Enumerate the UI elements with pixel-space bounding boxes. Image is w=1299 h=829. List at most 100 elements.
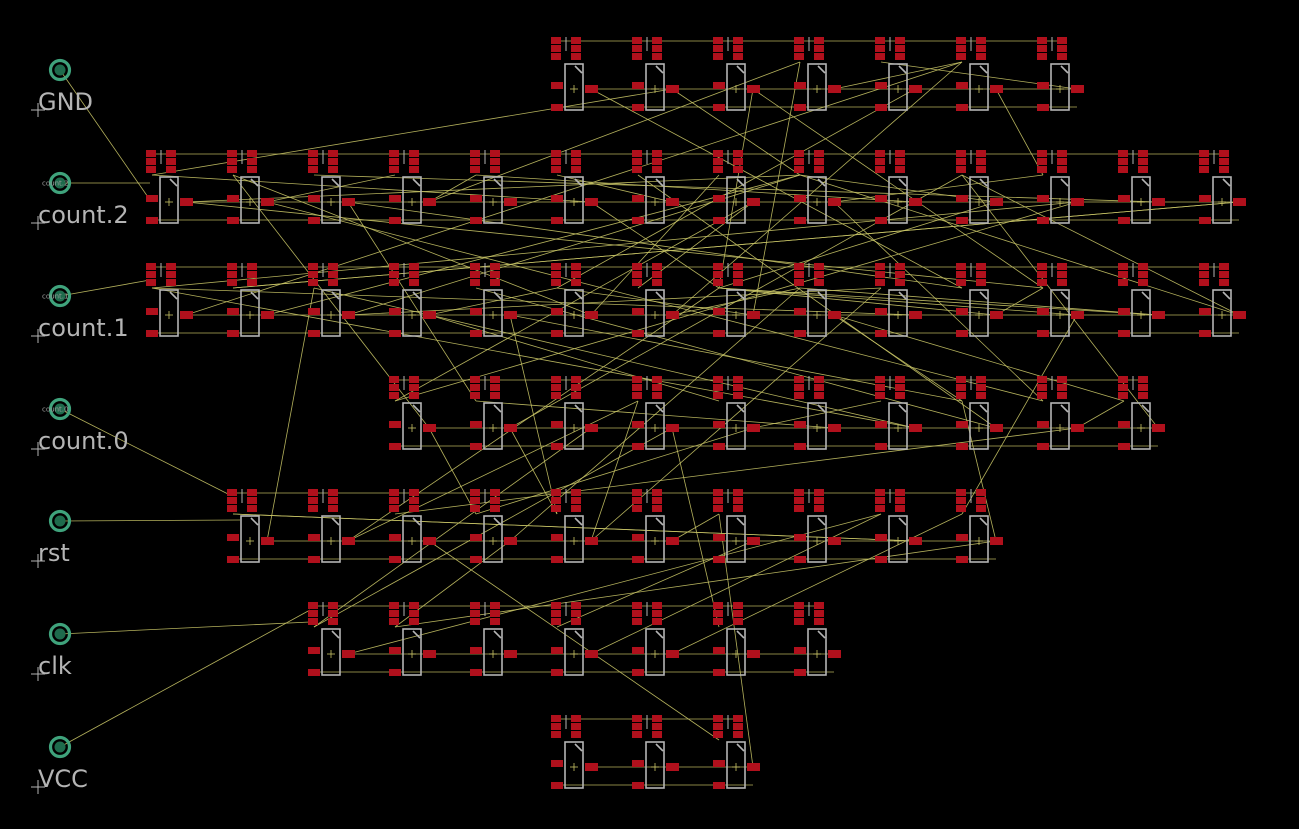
smd-pad xyxy=(713,392,723,399)
cell-footprint[interactable] xyxy=(713,376,760,450)
cell-footprint[interactable] xyxy=(794,602,841,676)
pin1-marker xyxy=(817,291,826,300)
cell-footprint[interactable] xyxy=(389,263,436,337)
smd-pad xyxy=(261,311,274,319)
component-outline xyxy=(1131,289,1151,337)
cell-footprint[interactable] xyxy=(632,489,679,563)
cell-footprint[interactable] xyxy=(308,489,355,563)
cell-footprint[interactable] xyxy=(1199,150,1246,224)
cell-footprint[interactable] xyxy=(713,715,760,789)
cell-footprint[interactable] xyxy=(551,150,598,224)
cell-footprint[interactable] xyxy=(794,376,841,450)
cell-footprint[interactable] xyxy=(551,263,598,337)
airwire xyxy=(151,287,916,429)
cell-footprint[interactable] xyxy=(308,602,355,676)
cell-footprint[interactable] xyxy=(713,263,760,337)
cell-footprint[interactable] xyxy=(875,37,922,111)
cell-footprint[interactable] xyxy=(956,489,1003,563)
cell-footprint[interactable] xyxy=(794,489,841,563)
pin-count2[interactable]: count.2 count.2 xyxy=(38,171,129,230)
cell-footprint[interactable] xyxy=(632,263,679,337)
cell-footprint[interactable] xyxy=(470,489,517,563)
cell-footprint[interactable] xyxy=(308,150,355,224)
cell-footprint[interactable] xyxy=(632,602,679,676)
cell-footprint[interactable] xyxy=(632,715,679,789)
cell-footprint[interactable] xyxy=(1118,376,1165,450)
cell-footprint[interactable] xyxy=(551,37,598,111)
component-outline xyxy=(807,289,827,337)
smd-pad xyxy=(146,195,158,202)
cell-footprint[interactable] xyxy=(551,602,598,676)
cell-footprint[interactable] xyxy=(1037,376,1084,450)
cell-footprint[interactable] xyxy=(146,150,193,224)
smd-pad xyxy=(551,647,563,654)
cell-footprint[interactable] xyxy=(227,489,274,563)
cell-footprint[interactable] xyxy=(632,150,679,224)
component-outline xyxy=(564,63,584,111)
cell-footprint[interactable] xyxy=(470,263,517,337)
cell-footprint[interactable] xyxy=(227,150,274,224)
cell-footprint[interactable] xyxy=(632,376,679,450)
cell-footprint[interactable] xyxy=(389,489,436,563)
cell-footprint[interactable] xyxy=(794,150,841,224)
smd-pad xyxy=(875,150,885,157)
smd-pad xyxy=(1037,45,1047,52)
cell-footprint[interactable] xyxy=(956,263,1003,337)
cell-footprint[interactable] xyxy=(875,489,922,563)
pin-gnd[interactable]: GND xyxy=(38,58,93,117)
component-outline xyxy=(969,289,989,337)
cell-footprint[interactable] xyxy=(146,263,193,337)
smd-pad xyxy=(652,271,662,278)
cell-footprint[interactable] xyxy=(389,376,436,450)
cell-footprint[interactable] xyxy=(389,602,436,676)
pin-rst[interactable]: rst xyxy=(38,509,72,568)
cell-footprint[interactable] xyxy=(713,489,760,563)
cell-footprint[interactable] xyxy=(1118,150,1165,224)
cell-footprint[interactable] xyxy=(470,602,517,676)
cell-footprint[interactable] xyxy=(713,150,760,224)
cell-footprint[interactable] xyxy=(1037,150,1084,224)
smd-pad xyxy=(713,443,725,450)
smd-pad xyxy=(308,217,320,224)
cell-footprint[interactable] xyxy=(1118,263,1165,337)
cell-footprint[interactable] xyxy=(713,37,760,111)
cell-footprint[interactable] xyxy=(470,376,517,450)
cell-footprint[interactable] xyxy=(956,37,1003,111)
cell-footprint[interactable] xyxy=(956,150,1003,224)
smd-pad xyxy=(713,104,725,111)
pin-clk[interactable]: clk xyxy=(38,622,72,681)
smd-pad xyxy=(713,45,723,52)
airwire xyxy=(509,427,558,515)
cell-footprint[interactable] xyxy=(389,150,436,224)
cell-footprint[interactable] xyxy=(1037,263,1084,337)
cell-footprint[interactable] xyxy=(632,37,679,111)
smd-pad xyxy=(875,505,885,512)
pin-count1[interactable]: count.1 count.1 xyxy=(38,284,129,343)
cell-footprint[interactable] xyxy=(551,489,598,563)
cell-footprint[interactable] xyxy=(794,37,841,111)
pin-vcc[interactable]: VCC xyxy=(38,735,88,794)
cell-footprint[interactable] xyxy=(227,263,274,337)
smd-pad xyxy=(814,263,824,270)
cell-footprint[interactable] xyxy=(794,263,841,337)
cell-footprint[interactable] xyxy=(875,150,922,224)
cell-footprint[interactable] xyxy=(308,263,355,337)
pin-small-label: count.1 xyxy=(42,293,68,301)
cell-footprint[interactable] xyxy=(1199,263,1246,337)
cell-footprint[interactable] xyxy=(713,602,760,676)
cell-footprint[interactable] xyxy=(875,376,922,450)
smd-pad xyxy=(470,271,480,278)
cell-footprint[interactable] xyxy=(551,376,598,450)
pin-count0[interactable]: count.0 count.0 xyxy=(38,397,129,456)
cell-footprint[interactable] xyxy=(470,150,517,224)
cell-footprint[interactable] xyxy=(956,376,1003,450)
smd-pad xyxy=(585,424,598,432)
smd-pad xyxy=(976,497,986,504)
smd-pad xyxy=(814,53,824,60)
smd-pad xyxy=(551,217,563,224)
smd-pad xyxy=(652,166,662,173)
smd-pad xyxy=(551,330,563,337)
cell-footprint[interactable] xyxy=(875,263,922,337)
cell-footprint[interactable] xyxy=(1037,37,1084,111)
cell-footprint[interactable] xyxy=(551,715,598,789)
